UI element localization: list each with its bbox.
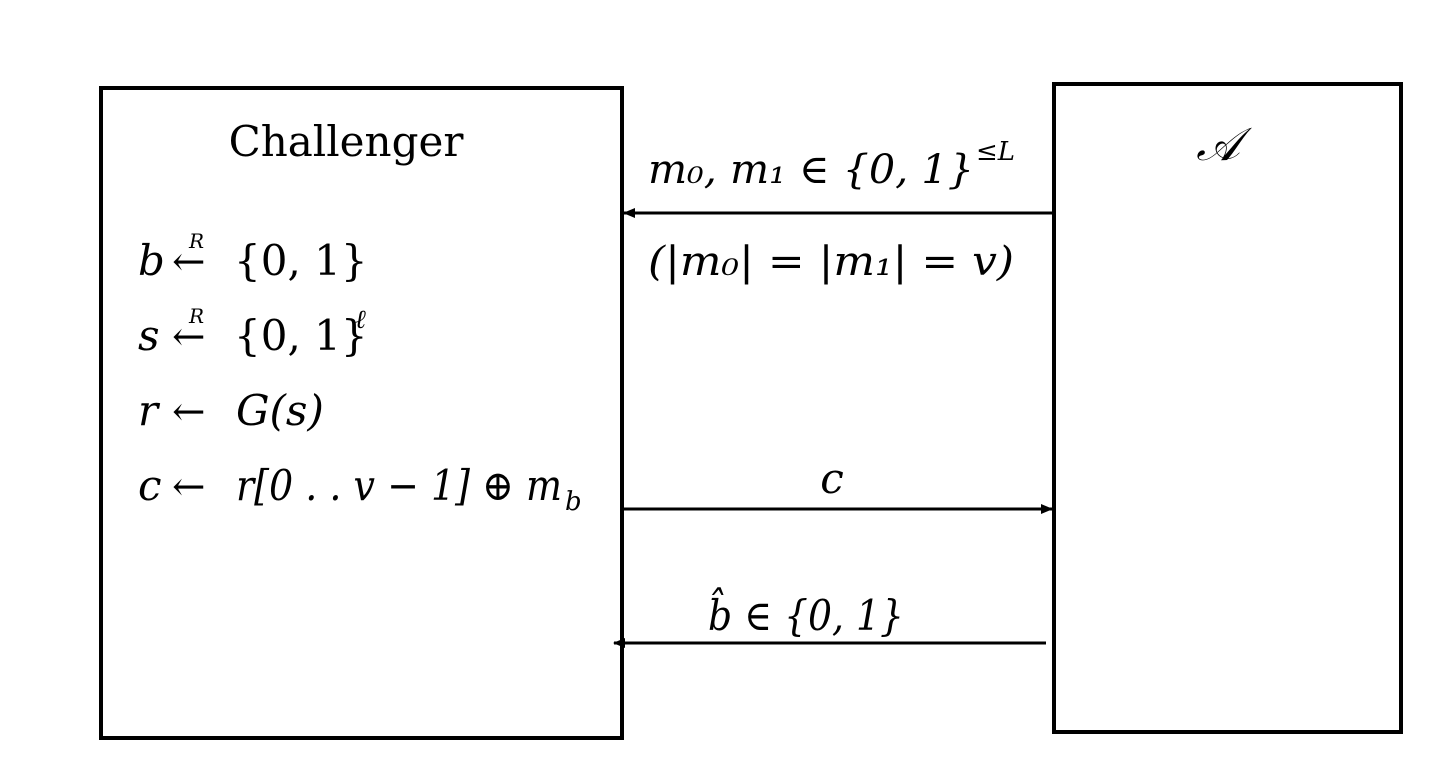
step-var: s (138, 311, 160, 360)
message-3: b̂ ∈ {0, 1} (613, 586, 1046, 648)
message-2: c (624, 454, 1053, 514)
step-var: r (138, 386, 161, 435)
step-rhs: {0, 1} (234, 311, 368, 360)
step-var: b (138, 236, 165, 285)
step-rhs: {0, 1} (234, 236, 368, 285)
step-var: c (138, 461, 162, 510)
step-sub: b (565, 487, 582, 517)
step-op: ← (172, 464, 206, 510)
adversary-title: 𝒜 (1196, 117, 1252, 171)
step-rhs: r[0 . . v − 1] ⊕ m (236, 461, 562, 510)
message-1-label: m₀, m₁ ∈ {0, 1} (648, 147, 974, 193)
message-1-label-sup: ≤L (976, 137, 1015, 167)
step-sup: ℓ (355, 305, 366, 335)
step-over: R (188, 304, 204, 328)
challenger-step-2: s R ← {0, 1} ℓ (138, 304, 368, 360)
challenger-step-3: r ← G(s) (138, 386, 324, 435)
message-2-label: c (820, 454, 844, 503)
message-1-note: (|m₀| = |m₁| = v) (648, 239, 1014, 285)
adversary-box (1052, 82, 1403, 734)
step-op: ← (172, 239, 206, 285)
challenger-title: Challenger (229, 117, 465, 166)
challenger-step-4: c ← r[0 . . v − 1] ⊕ m b (138, 461, 582, 517)
step-op: ← (172, 389, 206, 435)
message-3-label: b̂ ∈ {0, 1} (708, 586, 904, 640)
challenger-step-1: b R ← {0, 1} (138, 229, 368, 285)
step-rhs: G(s) (236, 386, 324, 435)
challenger-box (99, 86, 624, 740)
step-op: ← (172, 314, 206, 360)
step-over: R (188, 229, 204, 253)
message-1: m₀, m₁ ∈ {0, 1} ≤L (|m₀| = |m₁| = v) (623, 137, 1052, 285)
